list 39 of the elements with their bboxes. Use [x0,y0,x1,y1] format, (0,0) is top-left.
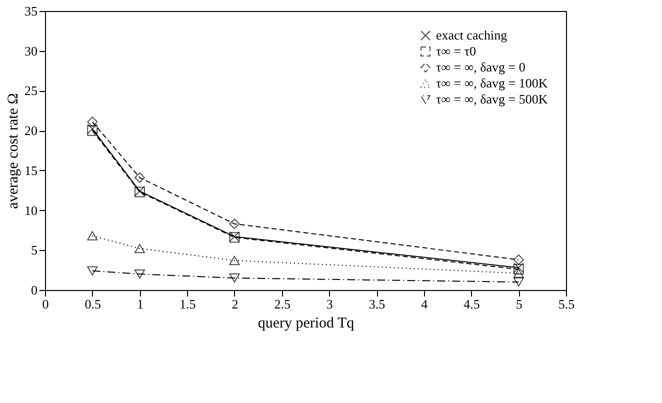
x-tick-label: 2 [232,296,238,312]
legend-label: τ∞ = τ0 [436,44,476,58]
point [134,172,145,183]
x-tick-label: 0.5 [84,296,101,312]
point [229,256,240,266]
y-tick-label: 35 [24,4,38,18]
x-tick-label: 3.5 [368,296,386,312]
point [513,254,524,265]
point [134,269,145,279]
x-tick-label: 2.5 [274,296,290,312]
point [229,218,240,230]
x-tick-label: 5.5 [558,296,575,312]
legend-label: τ∞ = ∞, δavg = 100K [436,76,548,90]
y-tick-label: 20 [24,123,38,138]
y-tick-label: 15 [24,162,38,178]
point [87,231,98,240]
x-tick-label: 0 [42,296,49,312]
point [134,244,145,254]
x-tick-label: 3 [326,296,333,312]
x-tick-label: 1.5 [179,296,196,312]
y-tick-label: 10 [24,202,38,218]
legend-label: exact caching [436,28,508,42]
point [513,277,524,287]
point [87,266,98,276]
point [229,273,240,283]
x-axis-title: query period Tq [258,316,355,332]
y-tick-label: 25 [24,83,38,98]
point [87,116,98,128]
x-tick-label: 5 [516,296,522,312]
legend-label: τ∞ = ∞, δavg = 0 [436,60,526,74]
y-tick-label: 0 [31,282,38,298]
y-axis-title: average cost rate Ω [6,93,22,209]
y-tick-label: 5 [31,242,38,258]
x-tick-label: 1 [136,296,144,312]
x-tick-label: 4 [421,296,428,312]
y-tick-label: 30 [24,43,38,58]
legend-label: τ∞ = ∞, δavg = 500K [436,92,548,106]
x-tick-label: 4.5 [464,296,480,312]
point [513,268,524,278]
